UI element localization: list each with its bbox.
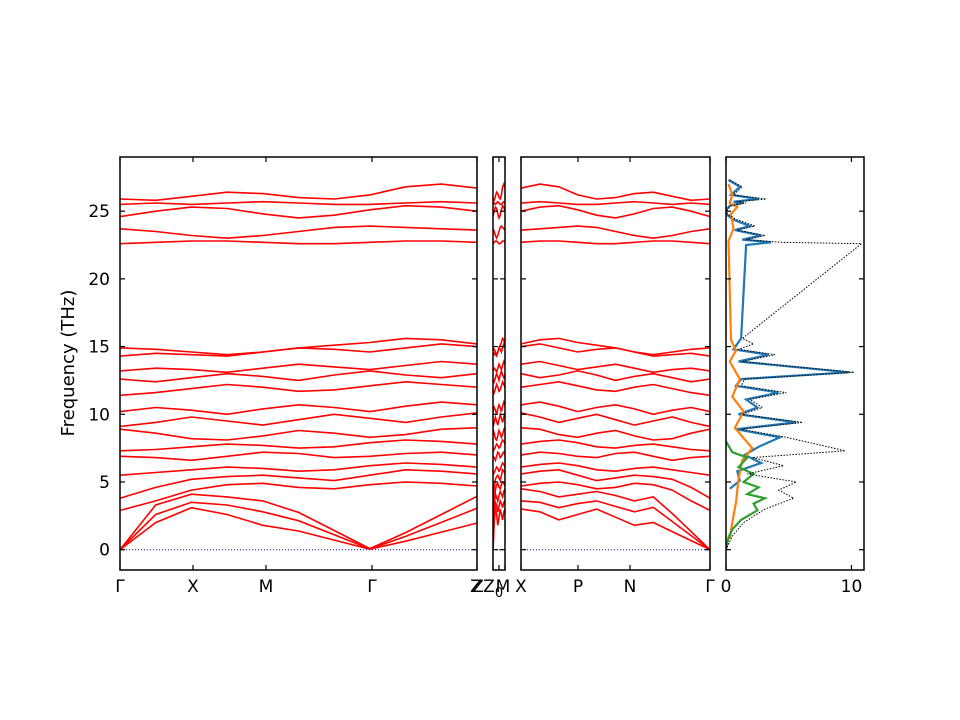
- x-tick-label: X: [187, 577, 199, 597]
- band-15: [493, 411, 505, 427]
- band-18: [120, 370, 477, 383]
- x-tick-label: M: [259, 577, 274, 597]
- x-tick-label: Γ: [705, 577, 715, 597]
- band-18: [493, 368, 505, 385]
- y-tick-label: 20: [88, 270, 110, 290]
- dos-series-1: [726, 179, 850, 490]
- y-tick-labels: 0 5 10 15 20 25: [88, 202, 110, 561]
- band-11: [120, 462, 477, 476]
- band-14: [120, 427, 477, 441]
- band-3: [120, 204, 477, 219]
- band-5: [521, 183, 710, 202]
- band-1: [120, 240, 477, 245]
- x-tick-labels: Γ X M Γ ZZ Z M X P N Γ: [115, 577, 715, 597]
- panel-frame: [119, 156, 478, 571]
- band-4: [493, 200, 505, 206]
- y-tick-label: 0: [99, 541, 110, 561]
- x-tick-label: N: [624, 577, 637, 597]
- band-11: [521, 462, 710, 476]
- x-tick-label: Z: [483, 577, 495, 597]
- band-13: [120, 439, 477, 452]
- band-3: [493, 204, 505, 221]
- band-12: [120, 451, 477, 462]
- y-tick-label: 25: [88, 202, 110, 222]
- band-19: [493, 359, 505, 375]
- dos-series-4: [726, 179, 863, 550]
- band-2: [521, 225, 710, 240]
- x-tick-label: Γ: [367, 577, 377, 597]
- dos-x-tick-labels: 0 10: [721, 577, 863, 597]
- band-lines: [120, 183, 477, 551]
- band-1: [521, 240, 710, 245]
- band-16: [120, 401, 477, 416]
- x-tick-label: Γ: [115, 577, 125, 597]
- dos-x-tick-label: 10: [841, 577, 863, 597]
- band-6: [120, 506, 477, 551]
- segment-subscript: 0: [495, 586, 503, 601]
- band-17: [120, 380, 477, 397]
- band-7: [120, 501, 477, 551]
- panel-frame: [725, 156, 865, 571]
- x-tick-label: Z: [472, 577, 484, 597]
- tick-marks: [119, 157, 864, 570]
- band-10: [120, 468, 477, 499]
- band-11: [493, 461, 505, 476]
- band-7: [521, 500, 710, 551]
- band-19: [120, 360, 477, 374]
- band-2: [120, 225, 477, 240]
- x-tick-label: X: [515, 577, 527, 597]
- dos-series-2: [727, 183, 754, 540]
- y-axis-title: Frequency (THz): [58, 290, 79, 437]
- band-14: [493, 427, 505, 442]
- band-21: [521, 343, 710, 356]
- band-4: [521, 200, 710, 206]
- band-5: [120, 183, 477, 202]
- band-9: [521, 481, 710, 512]
- band-15: [120, 412, 477, 428]
- band-panel-gamma-x-m-gamma-z: [119, 156, 478, 571]
- band-panel-z0-m: [492, 156, 506, 571]
- band-13: [493, 438, 505, 452]
- panel-frame: [520, 156, 711, 571]
- x-tick-label: M: [496, 577, 511, 597]
- y-tick-label: 15: [88, 338, 110, 358]
- band-21: [120, 343, 477, 356]
- band-10: [521, 468, 710, 499]
- band-17: [493, 379, 505, 396]
- band-2: [493, 224, 505, 241]
- dos-curves: [726, 179, 863, 550]
- band-12: [493, 450, 505, 463]
- band-17: [521, 380, 710, 397]
- band-13: [521, 439, 710, 452]
- band-lines: [521, 183, 710, 551]
- band-12: [521, 451, 710, 462]
- band-8: [120, 493, 477, 551]
- band-6: [521, 508, 710, 551]
- x-tick-label: P: [573, 577, 583, 597]
- dos-series-3: [726, 440, 769, 550]
- band-4: [120, 200, 477, 206]
- band-18: [521, 370, 710, 383]
- band-1: [493, 240, 505, 245]
- band-3: [521, 204, 710, 219]
- band-19: [521, 360, 710, 374]
- y-tick-label: 10: [88, 405, 110, 425]
- dos-x-tick-label: 0: [721, 577, 732, 597]
- x-tick-label: Z: [470, 577, 482, 597]
- band-16: [493, 399, 505, 415]
- band-16: [521, 401, 710, 416]
- band-8: [521, 488, 710, 551]
- band-14: [521, 427, 710, 441]
- band-7: [493, 498, 505, 550]
- band-panel-x-p-n-gamma: [520, 156, 711, 571]
- band-9: [120, 481, 477, 512]
- dos-panel: [725, 156, 865, 571]
- band-lines: [493, 181, 505, 551]
- y-tick-label: 5: [99, 473, 110, 493]
- band-5: [493, 181, 505, 202]
- band-15: [521, 412, 710, 428]
